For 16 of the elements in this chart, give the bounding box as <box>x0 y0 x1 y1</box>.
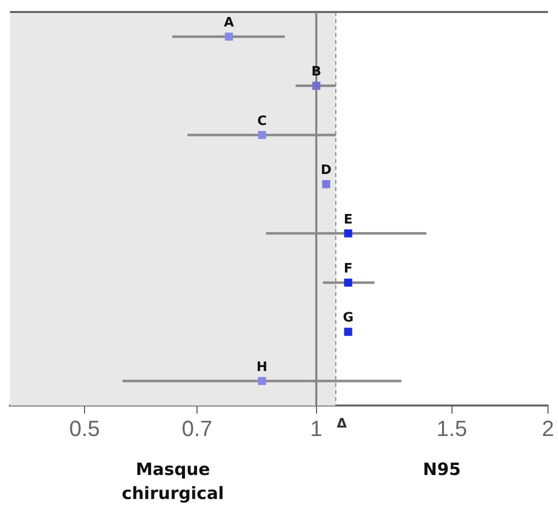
y-tick-label: A <box>224 15 234 30</box>
ref-line-label: Δ <box>336 416 347 432</box>
x-tick-label: 0.5 <box>69 416 100 441</box>
y-tick-label: D <box>320 163 332 178</box>
x-tick-label: 1 <box>310 416 322 441</box>
y-tick-label: B <box>311 64 322 80</box>
y-tick-label: F <box>344 261 353 276</box>
y-tick-label: G <box>342 310 354 326</box>
text: Masque chirurgical <box>120 458 225 506</box>
x-tick-label: 1.5 <box>436 416 468 441</box>
y-tick-label: E <box>344 212 353 228</box>
y-tick-label: C <box>257 114 267 129</box>
x-tick-label: 2 <box>542 416 554 441</box>
y-tick-label: H <box>256 360 268 375</box>
text: N95 <box>422 458 462 482</box>
x-tick-label: 0.7 <box>182 416 212 441</box>
